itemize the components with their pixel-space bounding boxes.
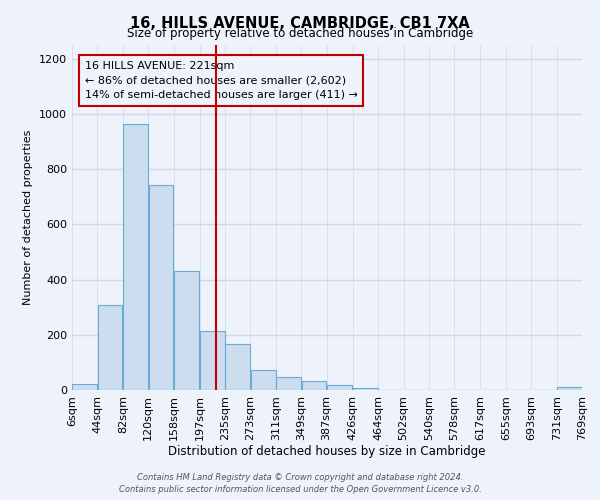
Bar xyxy=(327,385,352,390)
Bar xyxy=(276,377,301,390)
Bar xyxy=(123,124,148,390)
Text: Size of property relative to detached houses in Cambridge: Size of property relative to detached ho… xyxy=(127,28,473,40)
Bar xyxy=(98,305,122,390)
Bar xyxy=(149,185,173,390)
Bar xyxy=(174,271,199,390)
Text: 16 HILLS AVENUE: 221sqm
← 86% of detached houses are smaller (2,602)
14% of semi: 16 HILLS AVENUE: 221sqm ← 86% of detache… xyxy=(85,60,358,100)
Bar xyxy=(73,384,97,390)
Bar xyxy=(557,387,581,390)
Bar xyxy=(353,388,378,390)
Bar xyxy=(200,331,225,390)
Bar xyxy=(226,344,250,390)
X-axis label: Distribution of detached houses by size in Cambridge: Distribution of detached houses by size … xyxy=(168,446,486,458)
Y-axis label: Number of detached properties: Number of detached properties xyxy=(23,130,34,305)
Text: Contains HM Land Registry data © Crown copyright and database right 2024.
Contai: Contains HM Land Registry data © Crown c… xyxy=(119,472,481,494)
Bar xyxy=(302,381,326,390)
Bar xyxy=(251,370,275,390)
Text: 16, HILLS AVENUE, CAMBRIDGE, CB1 7XA: 16, HILLS AVENUE, CAMBRIDGE, CB1 7XA xyxy=(130,16,470,31)
